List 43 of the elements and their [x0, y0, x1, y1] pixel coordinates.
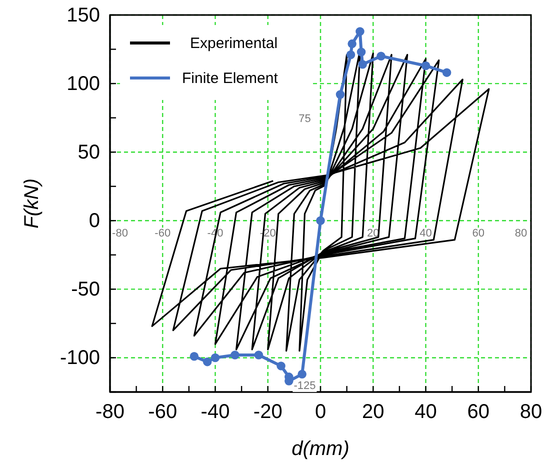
y-axis-title: F(kN) — [21, 178, 43, 228]
point — [376, 52, 386, 60]
x-tick-label: 0 — [314, 401, 326, 424]
point — [254, 350, 264, 360]
y-tick-label: 150 — [66, 4, 100, 26]
x2-tick-label: -60 — [154, 228, 171, 240]
point — [202, 357, 212, 366]
point — [356, 27, 364, 36]
y2-tick-label: 75 — [298, 112, 311, 125]
x2-tick-label: 60 — [472, 228, 484, 240]
x2-tick-label: 40 — [420, 228, 432, 240]
x-tick-label: 40 — [414, 401, 437, 424]
x-tick-label: 80 — [520, 401, 542, 424]
x-tick-label: -60 — [148, 401, 178, 424]
point — [316, 216, 325, 225]
y-tick-label: 50 — [78, 141, 100, 164]
x2-tick-label: -80 — [112, 228, 128, 240]
point — [421, 61, 430, 70]
x-tick-label: -80 — [96, 401, 124, 424]
x-tick-label: 60 — [467, 401, 490, 424]
x2-tick-label: 80 — [514, 228, 528, 240]
point — [336, 90, 345, 99]
y2-tick-label: -125 — [294, 380, 316, 392]
x-tick-label: -40 — [200, 401, 230, 424]
y-tick-label: -50 — [71, 278, 100, 301]
point — [358, 60, 367, 69]
point — [230, 350, 240, 360]
point — [356, 48, 366, 56]
point — [348, 39, 356, 48]
point — [210, 353, 220, 362]
legend-label: Finite Element — [182, 70, 279, 87]
y-tick-label: 100 — [66, 72, 100, 95]
x-tick-label: 20 — [362, 401, 384, 424]
point — [276, 362, 286, 370]
point — [298, 370, 306, 379]
point — [190, 352, 199, 361]
y-tick-label: 0 — [88, 210, 100, 232]
point — [442, 68, 452, 77]
x-tick-label: -20 — [253, 401, 282, 424]
point — [346, 50, 356, 60]
legend-label: Experimental — [190, 35, 278, 52]
x-axis-title: d(mm) — [292, 438, 350, 460]
y-tick-label: -100 — [60, 347, 100, 370]
